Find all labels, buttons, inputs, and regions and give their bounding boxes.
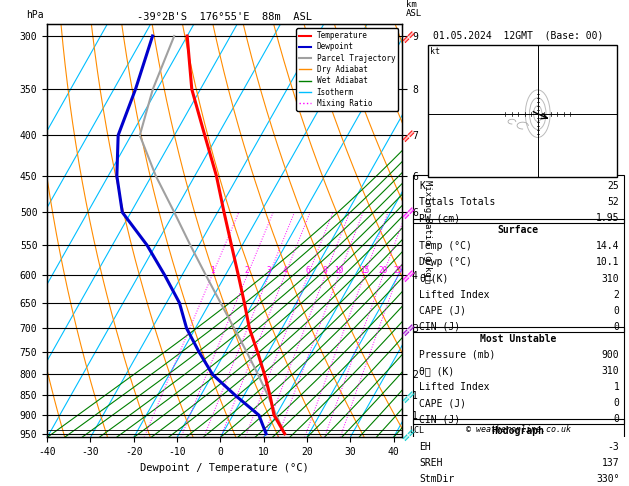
Text: LCL: LCL	[409, 426, 424, 434]
Text: 1: 1	[613, 382, 620, 392]
Y-axis label: Mixing Ratio (g/kg): Mixing Ratio (g/kg)	[423, 180, 431, 282]
Text: ≡≡: ≡≡	[399, 319, 418, 338]
Text: ≡≡: ≡≡	[399, 126, 418, 144]
Text: 900: 900	[602, 350, 620, 360]
Text: 2: 2	[613, 290, 620, 300]
Text: StmDir: StmDir	[420, 474, 455, 484]
Text: 25: 25	[608, 181, 620, 191]
Text: CAPE (J): CAPE (J)	[420, 306, 466, 316]
Text: 52: 52	[608, 197, 620, 208]
Bar	[413, 327, 624, 424]
Text: 0: 0	[613, 306, 620, 316]
Bar	[413, 219, 624, 331]
Text: K: K	[420, 181, 425, 191]
Text: 2: 2	[245, 266, 250, 275]
Text: ≡≡: ≡≡	[399, 266, 418, 284]
Text: 1: 1	[210, 266, 214, 275]
Bar	[428, 45, 617, 177]
Text: Surface: Surface	[498, 225, 539, 235]
Text: 0: 0	[613, 398, 620, 408]
Bar	[413, 419, 624, 486]
Text: CAPE (J): CAPE (J)	[420, 398, 466, 408]
Text: 1.95: 1.95	[596, 213, 620, 224]
Text: 15: 15	[360, 266, 369, 275]
Text: Hodograph: Hodograph	[492, 426, 545, 436]
Text: 4: 4	[282, 266, 287, 275]
Text: ≡≡: ≡≡	[399, 424, 418, 443]
Text: θᴇ(K): θᴇ(K)	[420, 274, 448, 283]
X-axis label: Dewpoint / Temperature (°C): Dewpoint / Temperature (°C)	[140, 463, 309, 473]
Text: ≡≡: ≡≡	[399, 386, 418, 405]
Text: 310: 310	[602, 366, 620, 376]
Text: 10: 10	[334, 266, 343, 275]
Text: 8: 8	[323, 266, 328, 275]
Text: θᴇ (K): θᴇ (K)	[420, 366, 455, 376]
Text: Totals Totals: Totals Totals	[420, 197, 496, 208]
Text: SREH: SREH	[420, 458, 443, 468]
Text: Lifted Index: Lifted Index	[420, 290, 490, 300]
Bar	[413, 175, 624, 223]
Text: CIN (J): CIN (J)	[420, 414, 460, 424]
Text: 330°: 330°	[596, 474, 620, 484]
Text: Most Unstable: Most Unstable	[480, 333, 557, 344]
Text: © weatheronline.co.uk: © weatheronline.co.uk	[466, 425, 571, 434]
Text: 20: 20	[379, 266, 387, 275]
Text: -3: -3	[608, 442, 620, 452]
Title: -39°2B'S  176°55'E  88m  ASL: -39°2B'S 176°55'E 88m ASL	[137, 12, 312, 22]
Text: Pressure (mb): Pressure (mb)	[420, 350, 496, 360]
Text: ≡≡: ≡≡	[399, 203, 418, 222]
Text: 310: 310	[602, 274, 620, 283]
Text: Dewp (°C): Dewp (°C)	[420, 258, 472, 267]
Text: 6: 6	[306, 266, 310, 275]
Text: CIN (J): CIN (J)	[420, 322, 460, 332]
Text: Temp (°C): Temp (°C)	[420, 242, 472, 251]
Text: EH: EH	[420, 442, 431, 452]
Text: hPa: hPa	[26, 10, 43, 20]
Text: Lifted Index: Lifted Index	[420, 382, 490, 392]
Text: km
ASL: km ASL	[406, 0, 422, 18]
Text: 3: 3	[267, 266, 271, 275]
Text: 14.4: 14.4	[596, 242, 620, 251]
Text: kt: kt	[430, 47, 440, 56]
Text: 0: 0	[613, 322, 620, 332]
Text: 137: 137	[602, 458, 620, 468]
Text: 25: 25	[393, 266, 403, 275]
Legend: Temperature, Dewpoint, Parcel Trajectory, Dry Adiabat, Wet Adiabat, Isotherm, Mi: Temperature, Dewpoint, Parcel Trajectory…	[296, 28, 398, 111]
Text: 10.1: 10.1	[596, 258, 620, 267]
Text: ≡≡: ≡≡	[399, 27, 418, 45]
Text: PW (cm): PW (cm)	[420, 213, 460, 224]
Text: 0: 0	[613, 414, 620, 424]
Text: 01.05.2024  12GMT  (Base: 00): 01.05.2024 12GMT (Base: 00)	[433, 31, 603, 40]
